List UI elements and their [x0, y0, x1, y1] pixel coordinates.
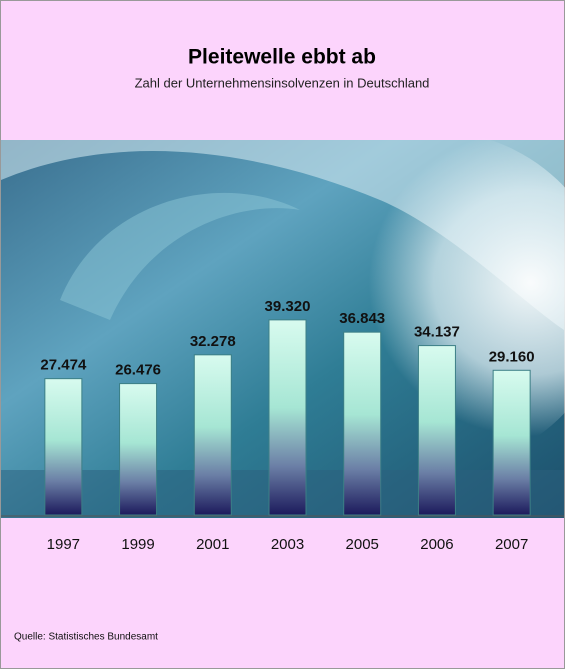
x-tick-label: 2006 [420, 536, 453, 553]
wave-curl [60, 192, 300, 320]
wave-foam [250, 130, 565, 470]
value-label: 34.137 [414, 324, 460, 341]
bar [492, 369, 531, 516]
value-label: 29.160 [489, 348, 535, 365]
x-tick-label: 2003 [271, 536, 304, 553]
x-tick-label: 2005 [346, 536, 379, 553]
bar [268, 319, 307, 516]
value-label: 36.843 [339, 310, 385, 327]
value-label: 27.474 [40, 357, 87, 374]
chart-title: Pleitewelle ebbt ab [188, 46, 376, 69]
value-label: 39.320 [265, 298, 311, 315]
bar [44, 378, 83, 516]
value-label: 26.476 [115, 362, 161, 379]
bar [193, 354, 232, 516]
bar [343, 331, 382, 516]
x-tick-label: 1999 [121, 536, 154, 553]
x-tick-label: 2007 [495, 536, 528, 553]
source-note: Quelle: Statistisches Bundesamt [14, 632, 158, 643]
bar [417, 345, 456, 516]
value-label: 32.278 [190, 333, 236, 350]
chart-subtitle: Zahl der Unternehmensinsolvenzen in Deut… [135, 75, 430, 90]
x-tick-label: 2001 [196, 536, 229, 553]
x-tick-label: 1997 [47, 536, 80, 553]
bar [119, 383, 158, 516]
